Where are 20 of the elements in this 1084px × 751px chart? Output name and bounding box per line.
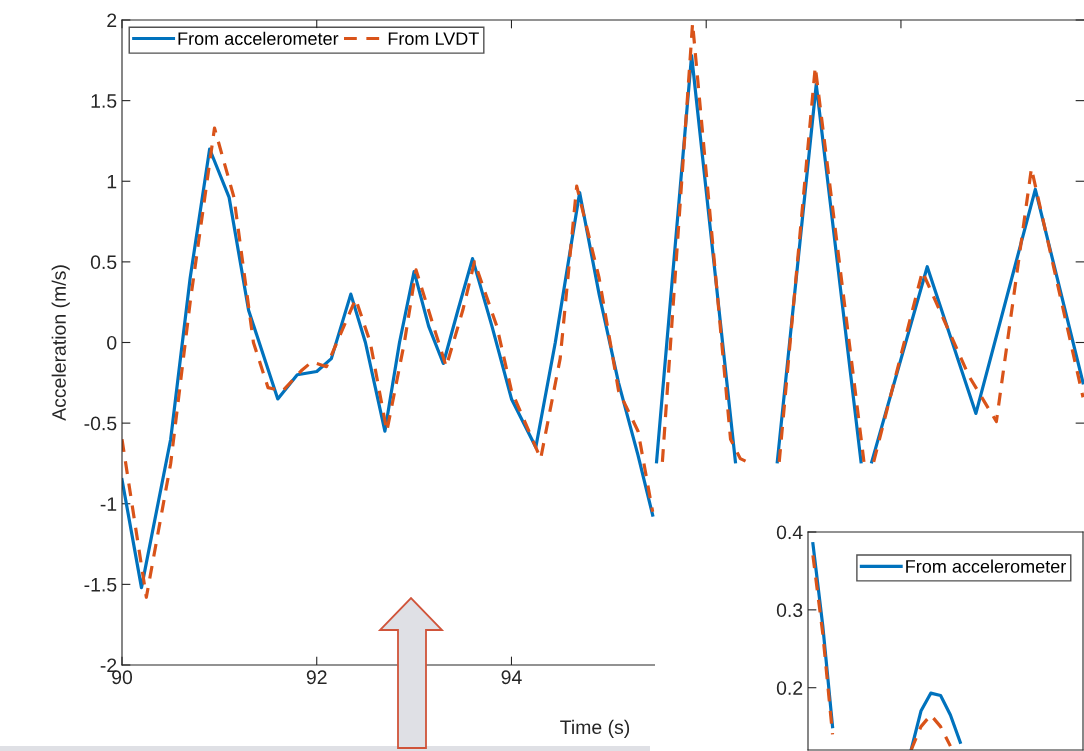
x-axis-title: Time (s)	[560, 719, 630, 738]
y-tick-label: 0	[107, 335, 117, 350]
x-tick-label: 92	[306, 670, 327, 685]
y-tick-label: 2	[107, 13, 117, 28]
y-tick-label: -0.5	[84, 416, 117, 431]
y-tick-label: -1.5	[84, 578, 117, 592]
legend-label: From LVDT	[388, 32, 479, 45]
legend-label: From accelerometer	[906, 559, 1066, 573]
y-tick-label: 0.3	[776, 603, 803, 618]
y-axis-title: Acceleration (m/s)	[51, 265, 70, 421]
y-tick-label: 1	[107, 174, 117, 189]
y-tick-label: 0.4	[776, 525, 803, 540]
x-tick-label: 94	[501, 670, 522, 685]
y-tick-label: -2	[100, 658, 117, 673]
y-tick-label: 1.5	[91, 94, 117, 108]
y-tick-label: -1	[100, 497, 117, 511]
x-tick-label: 90	[112, 670, 133, 685]
y-tick-label: 0.5	[90, 255, 117, 270]
y-tick-label: 0.2	[776, 681, 803, 695]
legend-label: From accelerometer	[178, 31, 339, 45]
